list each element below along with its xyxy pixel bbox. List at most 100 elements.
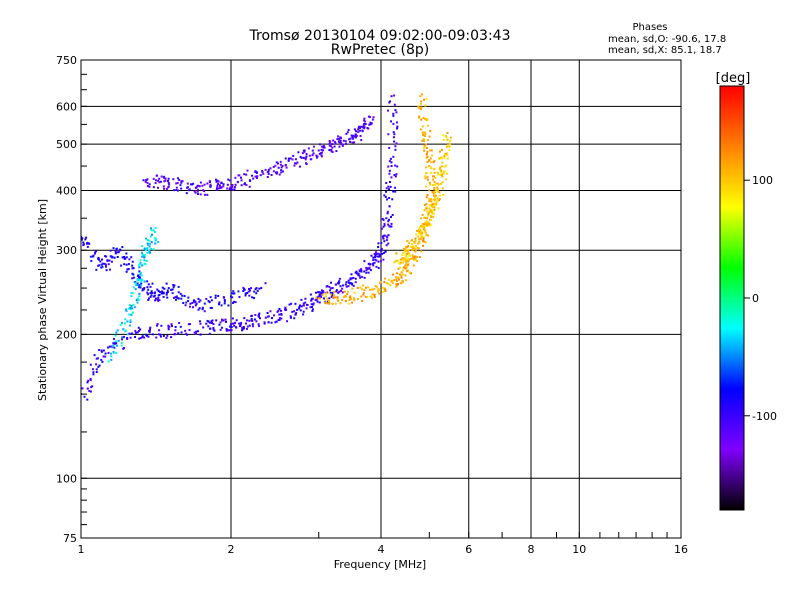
scatter-point <box>366 267 369 270</box>
scatter-point <box>420 106 423 109</box>
scatter-point <box>394 164 397 167</box>
scatter-point <box>250 318 253 321</box>
scatter-point <box>441 187 444 190</box>
scatter-point <box>351 135 354 138</box>
scatter-point <box>363 270 366 273</box>
scatter-point <box>406 252 409 255</box>
scatter-point <box>317 297 320 300</box>
scatter-point <box>154 297 157 300</box>
scatter-point <box>432 192 435 195</box>
scatter-point <box>423 145 426 148</box>
scatter-point <box>395 272 398 275</box>
scatter-point <box>412 256 415 259</box>
scatter-point <box>427 139 430 142</box>
scatter-point <box>435 202 438 205</box>
scatter-point <box>171 325 174 328</box>
scatter-point <box>232 322 235 325</box>
scatter-point <box>201 184 204 187</box>
scatter-point <box>338 290 341 293</box>
scatter-point <box>137 297 140 300</box>
scatter-point <box>189 323 192 326</box>
scatter-point <box>418 237 421 240</box>
scatter-point <box>115 331 118 334</box>
scatter-point <box>304 157 307 160</box>
scatter-point <box>119 323 122 326</box>
scatter-point <box>154 226 157 229</box>
x-tick-label: 8 <box>528 543 535 556</box>
scatter-point <box>104 265 107 268</box>
scatter-point <box>221 326 224 329</box>
scatter-point <box>235 326 238 329</box>
scatter-point <box>388 169 391 172</box>
scatter-point <box>309 293 312 296</box>
scatter-point <box>89 377 92 380</box>
scatter-point <box>368 288 371 291</box>
scatter-point <box>377 288 380 291</box>
scatter-point <box>230 295 232 298</box>
scatter-point <box>331 143 334 146</box>
scatter-point <box>338 137 341 140</box>
scatter-point <box>285 166 288 169</box>
scatter-point <box>442 134 445 137</box>
scatter-point <box>110 255 113 258</box>
scatter-point <box>433 168 436 171</box>
scatter-point <box>274 164 277 167</box>
scatter-point <box>110 355 113 358</box>
scatter-point <box>371 293 374 296</box>
scatter-point <box>322 146 325 149</box>
scatter-point <box>129 319 132 322</box>
scatter-point <box>158 181 161 184</box>
chart-title: Tromsø 20130104 09:02:00-09:03:43 <box>249 28 511 44</box>
scatter-point <box>318 291 321 294</box>
scatter-point <box>369 121 372 124</box>
scatter-point <box>434 198 437 201</box>
scatter-point <box>393 174 396 177</box>
scatter-point <box>176 296 179 299</box>
scatter-point <box>139 284 142 287</box>
scatter-point <box>176 189 179 192</box>
scatter-point <box>140 274 143 277</box>
scatter-point <box>133 276 136 279</box>
scatter-point <box>246 325 249 328</box>
scatter-point <box>384 277 387 280</box>
scatter-point <box>334 142 337 145</box>
scatter-point <box>223 302 226 305</box>
scatter-point <box>413 241 416 244</box>
scatter-point <box>362 292 365 295</box>
scatter-point <box>376 286 379 289</box>
scatter-point <box>428 189 431 192</box>
scatter-point <box>335 150 338 153</box>
scatter-point <box>374 253 377 256</box>
scatter-point <box>89 379 92 382</box>
scatter-point <box>251 296 254 299</box>
scatter-point <box>382 258 385 261</box>
scatter-point <box>390 161 393 164</box>
scatter-point <box>331 294 334 297</box>
scatter-point <box>122 335 125 338</box>
scatter-point <box>352 276 355 279</box>
scatter-point <box>360 270 363 273</box>
scatter-point <box>435 182 438 185</box>
scatter-point <box>385 181 388 184</box>
scatter-point <box>400 276 403 279</box>
scatter-point <box>218 301 221 304</box>
scatter-point <box>264 282 267 285</box>
scatter-point <box>183 295 186 298</box>
scatter-point <box>358 274 361 277</box>
scatter-point <box>426 150 429 153</box>
scatter-point <box>121 256 124 259</box>
scatter-point <box>300 298 303 301</box>
scatter-point <box>190 183 193 186</box>
scatter-point <box>298 306 301 309</box>
scatter-point <box>139 328 142 331</box>
scatter-point <box>344 295 347 298</box>
scatter-point <box>98 258 101 261</box>
scatter-point <box>410 257 413 260</box>
scatter-point <box>154 299 157 302</box>
scatter-point <box>337 135 340 138</box>
scatter-point <box>146 184 149 187</box>
scatter-point <box>374 258 377 261</box>
scatter-point <box>207 320 210 323</box>
scatter-point <box>234 183 237 186</box>
scatter-point <box>415 229 418 232</box>
